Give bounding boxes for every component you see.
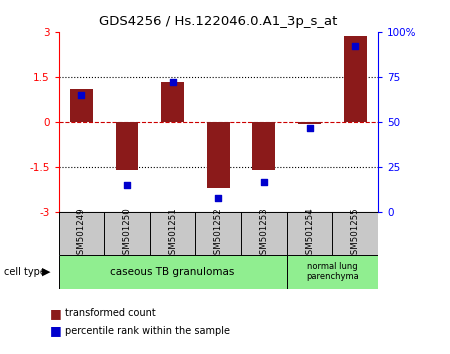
Text: GSM501253: GSM501253 [259,207,268,260]
Text: GSM501254: GSM501254 [305,207,314,260]
Text: ▶: ▶ [42,267,50,277]
Text: GSM501255: GSM501255 [351,207,360,260]
Point [215,195,222,201]
Point [306,125,313,130]
Bar [207,122,230,188]
Point [351,44,359,49]
Point [260,179,267,184]
Title: GDS4256 / Hs.122046.0.A1_3p_s_at: GDS4256 / Hs.122046.0.A1_3p_s_at [99,15,338,28]
Text: cell type: cell type [4,267,46,277]
Text: normal lung
parenchyma: normal lung parenchyma [306,262,359,281]
Bar [298,122,321,124]
Text: percentile rank within the sample: percentile rank within the sample [65,326,230,336]
Text: GSM501251: GSM501251 [168,207,177,260]
Text: ■: ■ [50,325,61,337]
Bar [116,122,139,170]
Text: GSM501252: GSM501252 [214,207,223,260]
Point [169,80,176,85]
Text: caseous TB granulomas: caseous TB granulomas [110,267,235,277]
Bar [344,36,367,122]
Bar [161,81,184,122]
Bar [287,255,378,289]
Text: GSM501249: GSM501249 [77,207,86,260]
Point [78,92,85,98]
Bar [70,89,93,122]
Bar [58,255,287,289]
Bar [252,122,275,170]
Point [123,183,130,188]
Text: ■: ■ [50,307,61,320]
Text: transformed count: transformed count [65,308,156,318]
Text: GSM501250: GSM501250 [122,207,131,260]
